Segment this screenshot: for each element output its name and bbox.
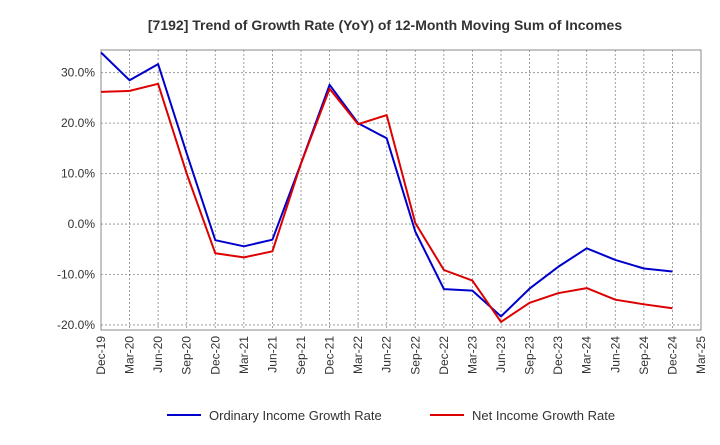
x-tick-label: Mar-23 xyxy=(465,336,479,374)
x-tick-label: Jun-23 xyxy=(494,336,508,373)
plot-frame xyxy=(100,49,702,331)
legend: Ordinary Income Growth Rate Net Income Gr… xyxy=(167,408,615,423)
legend-label-1: Ordinary Income Growth Rate xyxy=(209,408,382,423)
x-tick-label: Sep-22 xyxy=(408,336,422,375)
y-tick-label: 10.0% xyxy=(61,167,95,181)
y-tick-label: -10.0% xyxy=(57,268,95,282)
grid-layer xyxy=(100,50,702,330)
x-tick-label: Sep-24 xyxy=(637,336,651,375)
x-tick-label: Dec-20 xyxy=(208,336,222,375)
x-tick-label: Jun-21 xyxy=(265,336,279,373)
x-tick-label: Jun-24 xyxy=(608,336,622,373)
x-tick-label: Jun-20 xyxy=(151,336,165,373)
x-tick-label: Dec-19 xyxy=(94,336,108,375)
series-layer xyxy=(100,51,673,323)
y-tick-label: 20.0% xyxy=(61,116,95,130)
y-tick-label: 30.0% xyxy=(61,66,95,80)
x-tick-label: Sep-21 xyxy=(294,336,308,375)
y-tick-label: 0.0% xyxy=(68,217,96,231)
x-tick-label: Sep-23 xyxy=(523,336,537,375)
x-tick-label: Mar-20 xyxy=(123,336,137,374)
y-tick-label: -20.0% xyxy=(57,318,95,332)
x-tick-label: Mar-21 xyxy=(237,336,251,374)
series-line-1 xyxy=(100,51,673,318)
x-tick-label: Jun-22 xyxy=(380,336,394,373)
y-axis: -20.0% -10.0% 0.0% 10.0% 20.0% 30.0% xyxy=(57,66,95,332)
x-tick-label: Dec-23 xyxy=(551,336,565,375)
x-tick-label: Mar-22 xyxy=(351,336,365,374)
chart-title: [7192] Trend of Growth Rate (YoY) of 12-… xyxy=(148,17,622,33)
x-tick-label: Sep-20 xyxy=(180,336,194,375)
legend-label-2: Net Income Growth Rate xyxy=(472,408,615,423)
x-tick-label: Mar-25 xyxy=(694,336,708,374)
series-line-2 xyxy=(100,82,673,323)
x-tick-label: Mar-24 xyxy=(580,336,594,374)
x-tick-label: Dec-24 xyxy=(665,336,679,375)
x-tick-label: Dec-22 xyxy=(437,336,451,375)
x-axis: Dec-19 Mar-20 Jun-20 Sep-20 Dec-20 Mar-21 Jun-… xyxy=(94,336,708,375)
x-tick-label: Dec-21 xyxy=(323,336,337,375)
